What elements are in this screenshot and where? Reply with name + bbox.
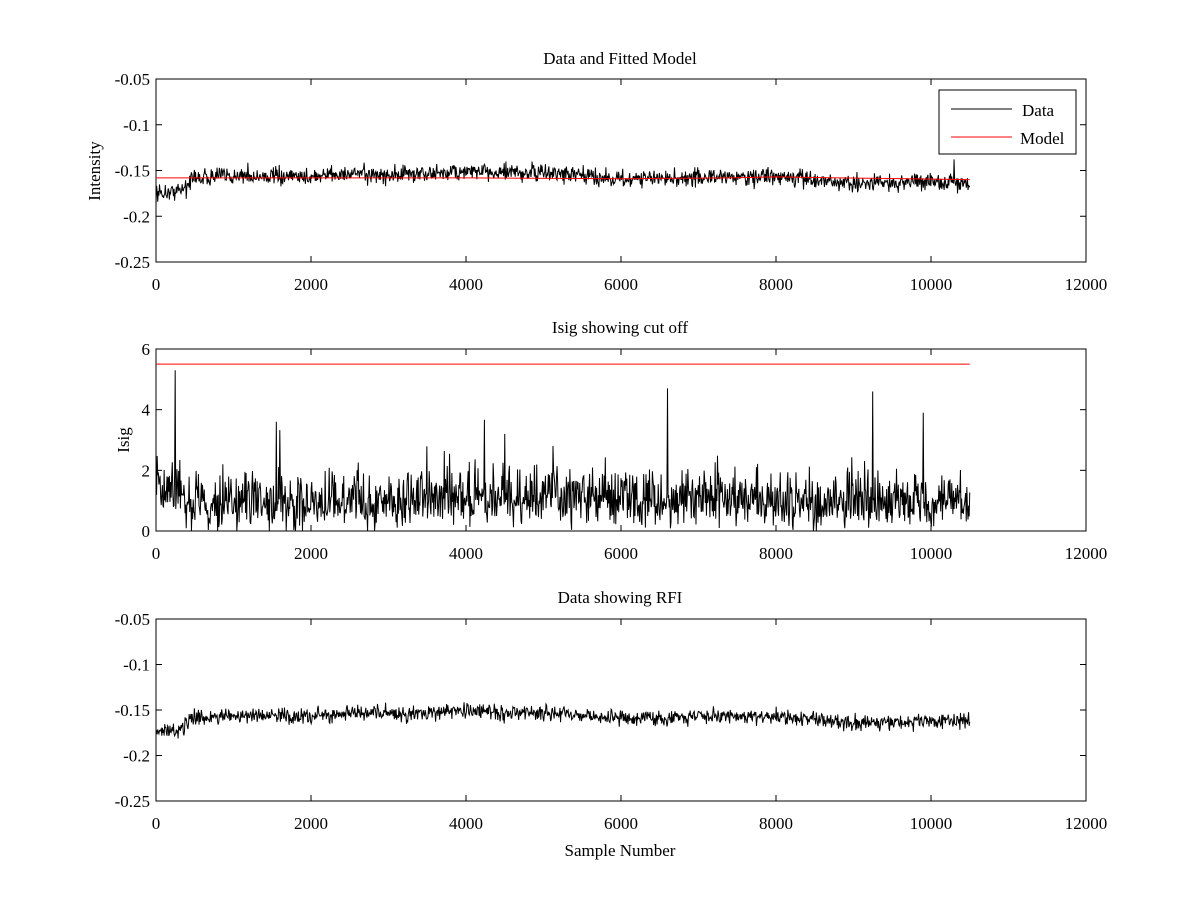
x-tick-label: 0 [152,814,161,833]
y-tick-label: -0.2 [123,207,150,226]
panel-bottom-xlabel: Sample Number [565,841,676,860]
x-tick-label: 8000 [759,275,793,294]
panel-bottom: Data showing RFI Sample Number 0 2000 4000… [115,588,1108,860]
panel-top: Data and Fitted Model Intensity 0 2000 400… [85,49,1107,294]
legend-box [938,89,1077,155]
x-tick-label: 2000 [294,544,328,563]
panel-middle-title: Isig showing cut off [552,318,688,337]
series-signal-line [155,370,971,532]
panel-top-ylabel: Intensity [85,141,104,201]
x-tick-label: 0 [152,275,161,294]
panel-middle: Isig showing cut off Isig 0 2000 4000 6000 8… [114,318,1107,563]
y-tick-label: 4 [142,401,151,420]
panel-middle-plot: 0 2000 4000 6000 8000 10000 12000 0 2 4 6 [142,340,1108,563]
panel-bottom-plot: 0 2000 4000 6000 8000 10000 12000 -0.05 -0.1 -0.1… [115,610,1108,833]
x-tick-label: 6000 [604,814,638,833]
panel-middle-ylabel: Isig [114,427,133,453]
legend-data-label: Data [1022,101,1055,120]
y-tick-label: -0.15 [115,162,150,181]
y-tick-label: -0.05 [115,610,150,629]
x-tick-label: 4000 [449,275,483,294]
y-tick-label: -0.05 [115,70,150,89]
x-tick-label: 12000 [1065,275,1108,294]
panel-top-legend: Data Model [938,89,1077,155]
series-signal-line [155,702,971,739]
series-model-line [156,176,970,181]
x-tick-label: 10000 [910,275,953,294]
y-tick-label: 6 [142,340,151,359]
y-tick-label: 0 [142,522,151,541]
x-tick-label: 4000 [449,814,483,833]
y-tick-label: -0.15 [115,701,150,720]
y-tick-label: -0.25 [115,792,150,811]
panel-top-plot: 0 2000 4000 6000 8000 10000 12000 -0.05 -0.1 -0.1… [115,70,1108,294]
x-tick-label: 0 [152,544,161,563]
x-tick-label: 6000 [604,275,638,294]
y-tick-label: 2 [142,461,151,480]
x-tick-label: 2000 [294,275,328,294]
x-tick-label: 8000 [759,544,793,563]
y-tick-label: -0.1 [123,656,150,675]
series-data-line [155,159,971,206]
x-tick-label: 12000 [1065,544,1108,563]
y-tick-label: -0.1 [123,116,150,135]
panel-top-title: Data and Fitted Model [543,49,697,68]
x-tick-label: 6000 [604,544,638,563]
panel-bottom-title: Data showing RFI [558,588,683,607]
x-tick-label: 4000 [449,544,483,563]
x-tick-label: 10000 [910,544,953,563]
x-tick-label: 10000 [910,814,953,833]
y-tick-label: -0.25 [115,253,150,272]
y-tick-label: -0.2 [123,747,150,766]
x-tick-label: 2000 [294,814,328,833]
x-tick-label: 8000 [759,814,793,833]
legend-model-label: Model [1020,129,1065,148]
x-tick-label: 12000 [1065,814,1108,833]
